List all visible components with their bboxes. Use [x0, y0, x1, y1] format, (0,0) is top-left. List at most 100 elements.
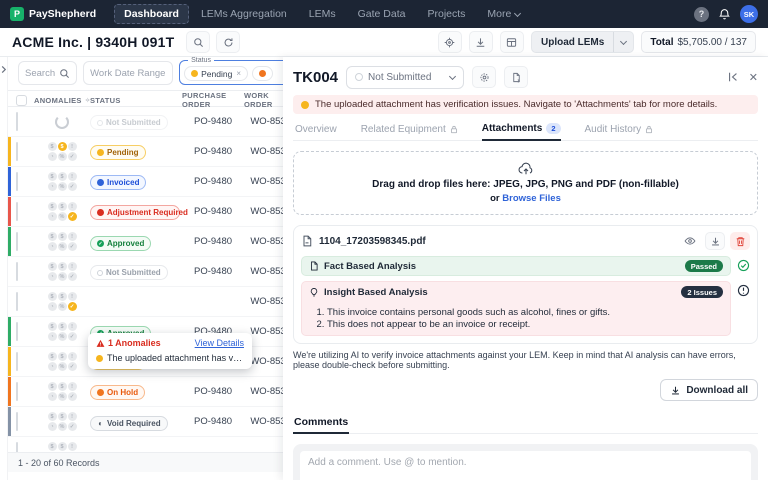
nav-item-gate-data[interactable]: Gate Data: [357, 8, 406, 20]
brand[interactable]: P PayShepherd: [10, 7, 96, 21]
upload-lems-dropdown-icon[interactable]: [613, 32, 633, 52]
user-avatar[interactable]: SK: [740, 5, 758, 23]
tab-label: Overview: [295, 123, 337, 135]
row-checkbox[interactable]: [16, 201, 18, 221]
records-count: 1 - 20 of 60 Records: [8, 452, 283, 472]
expand-sidebar-button[interactable]: [0, 57, 8, 480]
purchase-order-cell: PO-9480: [193, 116, 233, 127]
row-checkbox[interactable]: [16, 261, 18, 281]
lock-icon: [450, 125, 458, 134]
anomalies-cell: $$! ◔%✓: [34, 172, 90, 191]
refresh-button[interactable]: [216, 31, 241, 53]
search-input[interactable]: Search: [18, 61, 78, 85]
status-filter[interactable]: Status Pending ×: [179, 57, 283, 85]
table-row[interactable]: $ $! ◔% ✓ WO-853: [8, 287, 283, 317]
status-cell: Not Submitted: [90, 113, 182, 131]
row-checkbox[interactable]: [16, 141, 18, 161]
column-status[interactable]: STATUS: [90, 95, 121, 105]
filter-bar: Search Work Date Range Status Pending ×: [8, 57, 283, 90]
table-row[interactable]: $ $! ◔% ✓ ◐ Void Required PO-9480 WO-853: [8, 407, 283, 437]
collapse-panel-icon[interactable]: [727, 71, 739, 83]
record-settings-button[interactable]: [472, 66, 497, 88]
anomalies-cell: $$! ◔%✓: [34, 292, 90, 311]
column-work-order[interactable]: WORK ORDER: [244, 91, 273, 109]
table-row[interactable]: $$!◔%✓: [8, 437, 283, 452]
insight-based-analysis: Insight Based Analysis 2 Issues This inv…: [301, 281, 731, 336]
download-all-button[interactable]: Download all: [660, 379, 758, 401]
status-badge: ◐ Void Required: [90, 415, 168, 431]
table-row[interactable]: $$! ◔%✓ Pending PO-9480 WO-853: [8, 137, 283, 167]
row-checkbox[interactable]: [16, 231, 18, 251]
facility-title: ACME Inc. | 9340H 091T: [12, 34, 175, 50]
tab-related-equipment[interactable]: Related Equipment: [361, 123, 458, 140]
dollar-icon: $: [47, 352, 57, 361]
preview-eye-icon[interactable]: [680, 232, 700, 250]
table-row[interactable]: $ $! ◔% ✓ Not Submitted PO-9480 WO-853: [8, 257, 283, 287]
remove-chip-icon[interactable]: ×: [236, 69, 241, 78]
row-checkbox[interactable]: [16, 291, 18, 311]
nav-item-projects[interactable]: Projects: [427, 8, 466, 20]
anomalies-cell: $$! ◔%✓: [34, 412, 90, 431]
anomaly-tooltip-title: 1 Anomalies: [96, 338, 161, 348]
row-checkbox[interactable]: [16, 321, 18, 341]
help-icon[interactable]: ?: [694, 6, 709, 22]
upload-lems-button[interactable]: Upload LEMs: [530, 31, 635, 53]
check-icon: ✓: [67, 212, 77, 221]
row-checkbox[interactable]: [16, 381, 18, 401]
alert-icon: !: [67, 412, 77, 421]
tab-comments[interactable]: Comments: [293, 416, 350, 434]
tab-audit-history[interactable]: Audit History: [585, 123, 654, 140]
status-color-bar: [8, 167, 11, 196]
tab-overview[interactable]: Overview: [295, 123, 337, 140]
download-icon: [672, 386, 680, 394]
tab-attachments[interactable]: Attachments 2: [481, 123, 561, 141]
nav-item-lems[interactable]: LEMs: [308, 8, 336, 20]
work-date-range-input[interactable]: Work Date Range: [83, 61, 174, 85]
percent-icon: %: [57, 272, 67, 281]
nav-item-lems-aggregation[interactable]: LEMs Aggregation: [200, 8, 287, 20]
file-dropzone[interactable]: Drag and drop files here: JPEG, JPG, PNG…: [293, 151, 758, 215]
status-filter-chip[interactable]: Pending ×: [184, 66, 248, 81]
total-label: Total: [650, 36, 674, 48]
coin-icon: $: [57, 442, 67, 451]
browse-files-link[interactable]: Browse Files: [502, 193, 561, 204]
table-row[interactable]: $ $! ◔% ✓ On Hold PO-9480 WO-853: [8, 377, 283, 407]
download-file-icon[interactable]: [705, 232, 725, 250]
row-checkbox[interactable]: [16, 411, 18, 431]
alert-icon: !: [67, 322, 77, 331]
table-columns-icon[interactable]: [499, 31, 524, 53]
notifications-bell-icon[interactable]: [718, 8, 731, 21]
dollar-icon: $: [47, 232, 57, 241]
anomalies-cell: $$! ◔%✓: [34, 262, 90, 281]
view-details-link[interactable]: View Details: [194, 338, 244, 348]
row-checkbox[interactable]: [16, 351, 18, 371]
tab-label: Audit History: [584, 123, 642, 135]
search-button[interactable]: [186, 31, 211, 53]
settings-target-icon[interactable]: [437, 31, 462, 53]
nav-item-more[interactable]: More: [477, 4, 530, 24]
column-anomalies[interactable]: ANOMALIES: [34, 96, 90, 105]
close-panel-icon[interactable]: ✕: [748, 71, 758, 84]
tab-label: Attachments: [481, 123, 543, 134]
select-all-checkbox[interactable]: [16, 94, 27, 106]
status-cell: ◐ Void Required: [90, 413, 182, 431]
row-checkbox[interactable]: [16, 111, 18, 131]
work-order-cell: WO-853: [250, 176, 283, 187]
column-purchase-order[interactable]: PURCHASE ORDER: [182, 91, 227, 109]
status-filter-chip[interactable]: [251, 66, 273, 81]
nav-item-dashboard[interactable]: Dashboard: [114, 4, 189, 24]
export-document-button[interactable]: [504, 66, 529, 88]
purchase-order-cell: PO-9480: [193, 326, 233, 337]
row-checkbox[interactable]: [16, 441, 18, 452]
row-checkbox[interactable]: [16, 171, 18, 191]
status-dropdown[interactable]: Not Submitted: [346, 65, 465, 89]
status-color-bar: [8, 317, 11, 346]
work-order-cell: WO-853: [250, 386, 283, 397]
table-row[interactable]: Not Submitted PO-9480 WO-853: [8, 107, 283, 137]
download-icon[interactable]: [468, 31, 493, 53]
table-row[interactable]: $ $! ◔% ✓ Adjustment Required PO-9480 WO-853: [8, 197, 283, 227]
delete-file-icon[interactable]: [730, 232, 750, 250]
table-row[interactable]: $ $! ◔% ✓ Invoiced PO-9480 WO-853: [8, 167, 283, 197]
comment-input[interactable]: Add a comment. Use @ to mention.: [300, 451, 751, 480]
